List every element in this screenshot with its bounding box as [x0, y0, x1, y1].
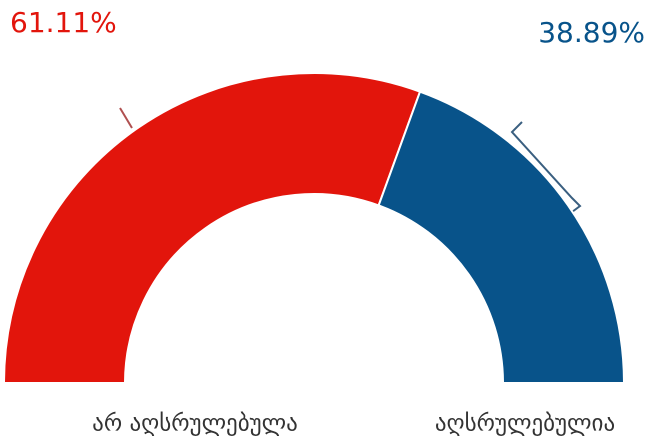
leader-line — [119, 107, 133, 129]
segment — [377, 90, 626, 384]
segment — [2, 72, 422, 384]
category-label: აღსრულებულია — [435, 411, 615, 437]
value-label: 38.89% — [538, 16, 645, 49]
category-label: არ აღსრულებულა — [92, 411, 298, 437]
leader-bracket — [510, 121, 582, 213]
value-label: 61.11% — [10, 6, 117, 39]
